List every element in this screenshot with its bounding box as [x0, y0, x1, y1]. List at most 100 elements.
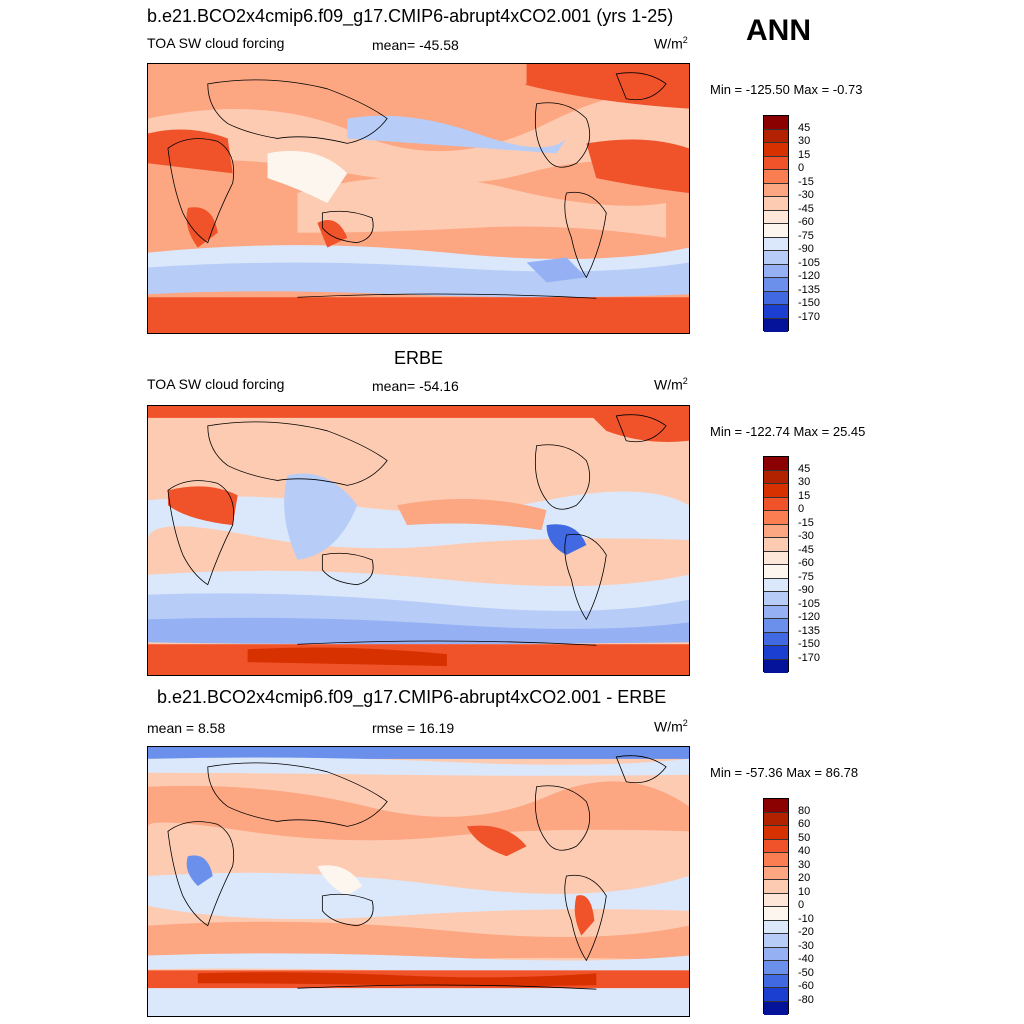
colorbar-swatch: [764, 197, 788, 211]
colorbar-swatch: [764, 826, 788, 840]
panel-1-variable-label: TOA SW cloud forcing: [147, 35, 285, 51]
colorbar-tick-label: -40: [798, 953, 814, 965]
panel-2-mean-label: mean= -54.16: [372, 378, 459, 394]
colorbar-tick-label: -105: [798, 256, 821, 269]
colorbar-swatch: [764, 551, 788, 565]
colorbar-swatch: [764, 880, 788, 894]
panel-3-units: W/m2: [654, 718, 688, 735]
colorbar-swatch: [764, 920, 788, 934]
colorbar-tick-label: -150: [798, 297, 821, 309]
colorbar-swatch: [764, 470, 788, 484]
colorbar-swatch: [764, 907, 788, 921]
colorbar-swatch: [764, 974, 788, 988]
colorbar-tick-label: -120: [798, 611, 821, 623]
colorbar-tick-label: -50: [798, 966, 814, 979]
panel-2-units: W/m2: [654, 376, 688, 393]
colorbar-tick-label: -15: [798, 516, 814, 529]
colorbar-swatch: [764, 497, 788, 511]
colorbar-swatch: [764, 484, 788, 498]
colorbar-swatch: [764, 565, 788, 579]
colorbar-tick-label: -45: [798, 543, 814, 556]
panel-3-title: b.e21.BCO2x4cmip6.f09_g17.CMIP6-abrupt4x…: [157, 687, 667, 707]
panel-2-minmax: Min = -122.74 Max = 25.45: [710, 424, 866, 439]
colorbar-swatch: [764, 116, 788, 130]
colorbar-swatch: [764, 893, 788, 907]
colorbar-tick-label: 50: [798, 831, 811, 844]
colorbar-tick-label: 80: [798, 804, 811, 817]
colorbar-swatch: [764, 538, 788, 552]
colorbar-tick-label: 30: [798, 858, 811, 871]
colorbar-tick-label: -170: [798, 310, 821, 323]
colorbar-tick-label: -135: [798, 283, 821, 296]
panel-3-minmax: Min = -57.36 Max = 86.78: [710, 765, 859, 780]
colorbar-swatch: [764, 129, 788, 143]
colorbar-swatch: [764, 170, 788, 184]
colorbar-swatch: [764, 264, 788, 278]
colorbar-tick-label: 15: [798, 489, 811, 502]
colorbar-swatch: [764, 853, 788, 867]
panel-3-map: [147, 746, 690, 1017]
colorbar-tick-label: -30: [798, 189, 814, 201]
colorbar-tick-label: 30: [798, 476, 811, 488]
colorbar-tick-label: -135: [798, 624, 821, 637]
colorbar-swatch: [764, 961, 788, 975]
colorbar-swatch: [764, 866, 788, 880]
colorbar-swatch: [764, 156, 788, 170]
colorbar-tick-label: -75: [798, 570, 814, 583]
colorbar-tick-label: -30: [798, 939, 814, 952]
panel-3-mean-label: mean = 8.58: [147, 720, 226, 736]
colorbar-swatch: [764, 291, 788, 305]
colorbar-swatch: [764, 457, 788, 471]
colorbar-swatch: [764, 839, 788, 853]
colorbar-tick-label: -90: [798, 243, 814, 255]
colorbar-swatch: [764, 812, 788, 826]
panel-1-units: W/m2: [654, 35, 688, 52]
panel-1-colorbar: [763, 115, 789, 332]
colorbar-swatch: [764, 524, 788, 538]
colorbar-swatch: [764, 646, 788, 660]
panel-3-colorbar: [763, 798, 789, 1015]
colorbar-swatch: [764, 605, 788, 619]
colorbar-swatch: [764, 988, 788, 1002]
colorbar-swatch: [764, 511, 788, 525]
panel-1-map: [147, 63, 690, 334]
colorbar-tick-label: 0: [798, 899, 805, 911]
colorbar-swatch: [764, 799, 788, 813]
colorbar-tick-label: -10: [798, 912, 814, 925]
colorbar-tick-label: -30: [798, 530, 814, 542]
colorbar-tick-label: 10: [798, 885, 811, 898]
panel-1-title: b.e21.BCO2x4cmip6.f09_g17.CMIP6-abrupt4x…: [147, 6, 674, 26]
colorbar-tick-label: -60: [798, 980, 814, 992]
colorbar-swatch: [764, 947, 788, 961]
colorbar-swatch: [764, 305, 788, 319]
colorbar-tick-label: -80: [798, 993, 814, 1006]
colorbar-swatch: [764, 632, 788, 646]
colorbar-swatch: [764, 143, 788, 157]
colorbar-tick-label: -75: [798, 229, 814, 242]
colorbar-tick-label: 30: [798, 135, 811, 147]
panel-3-rmse-label: rmse = 16.19: [372, 720, 455, 736]
colorbar-swatch: [764, 237, 788, 251]
colorbar-tick-label: 45: [798, 462, 811, 475]
colorbar-tick-label: 60: [798, 818, 811, 830]
colorbar-tick-label: -170: [798, 651, 821, 664]
colorbar-swatch: [764, 1001, 788, 1015]
colorbar-tick-label: 0: [798, 503, 805, 515]
colorbar-swatch: [764, 659, 788, 673]
colorbar-tick-label: -45: [798, 202, 814, 215]
colorbar-swatch: [764, 318, 788, 332]
panel-1-mean-label: mean= -45.58: [372, 37, 459, 53]
panel-2-variable-label: TOA SW cloud forcing: [147, 376, 285, 392]
panel-2-title: ERBE: [394, 348, 444, 368]
colorbar-tick-label: -105: [798, 597, 821, 610]
colorbar-swatch: [764, 592, 788, 606]
colorbar-tick-label: -20: [798, 926, 814, 938]
colorbar-tick-label: -150: [798, 638, 821, 650]
colorbar-tick-label: 45: [798, 121, 811, 134]
colorbar-tick-label: -120: [798, 270, 821, 282]
colorbar-tick-label: 20: [798, 872, 811, 884]
colorbar-swatch: [764, 210, 788, 224]
colorbar-swatch: [764, 934, 788, 948]
panel-2-map: [147, 405, 690, 676]
colorbar-tick-label: -60: [798, 216, 814, 228]
